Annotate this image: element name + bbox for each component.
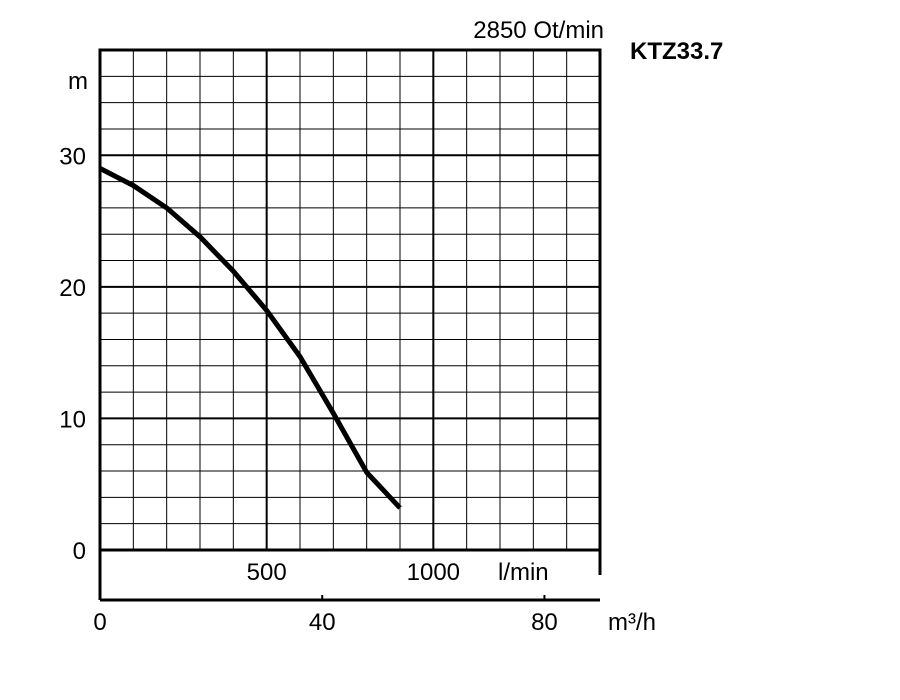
model-label: KTZ33.7 — [630, 38, 723, 65]
speed-title: 2850 Ot/min — [473, 17, 604, 44]
minor-grid — [100, 50, 600, 550]
m3h-tick-label: 80 — [531, 609, 558, 636]
y-tick-label: 20 — [59, 275, 86, 302]
y-tick-label: 0 — [73, 538, 86, 565]
lmin-unit-label: l/min — [498, 559, 549, 586]
lmin-tick-label: 500 — [247, 559, 287, 586]
y-axis-unit-label: m — [68, 68, 88, 95]
plot-border — [98, 48, 602, 552]
major-grid — [100, 50, 600, 550]
y-tick-label: 30 — [59, 143, 86, 170]
head-flow-curve — [98, 166, 402, 510]
m3h-unit-label: m³/h — [608, 609, 656, 636]
m3h-tick-label: 0 — [93, 609, 106, 636]
m3h-tick-label: 40 — [309, 609, 336, 636]
label-layer: 0 10 20 30 m 500 1000 l/min 0 40 80 m³/h 2850 Ot/min… — [59, 17, 723, 636]
lmin-tick-label: 1000 — [407, 559, 460, 586]
y-tick-label: 10 — [59, 406, 86, 433]
curve-layer — [98, 166, 402, 510]
chart-frame — [98, 48, 602, 602]
